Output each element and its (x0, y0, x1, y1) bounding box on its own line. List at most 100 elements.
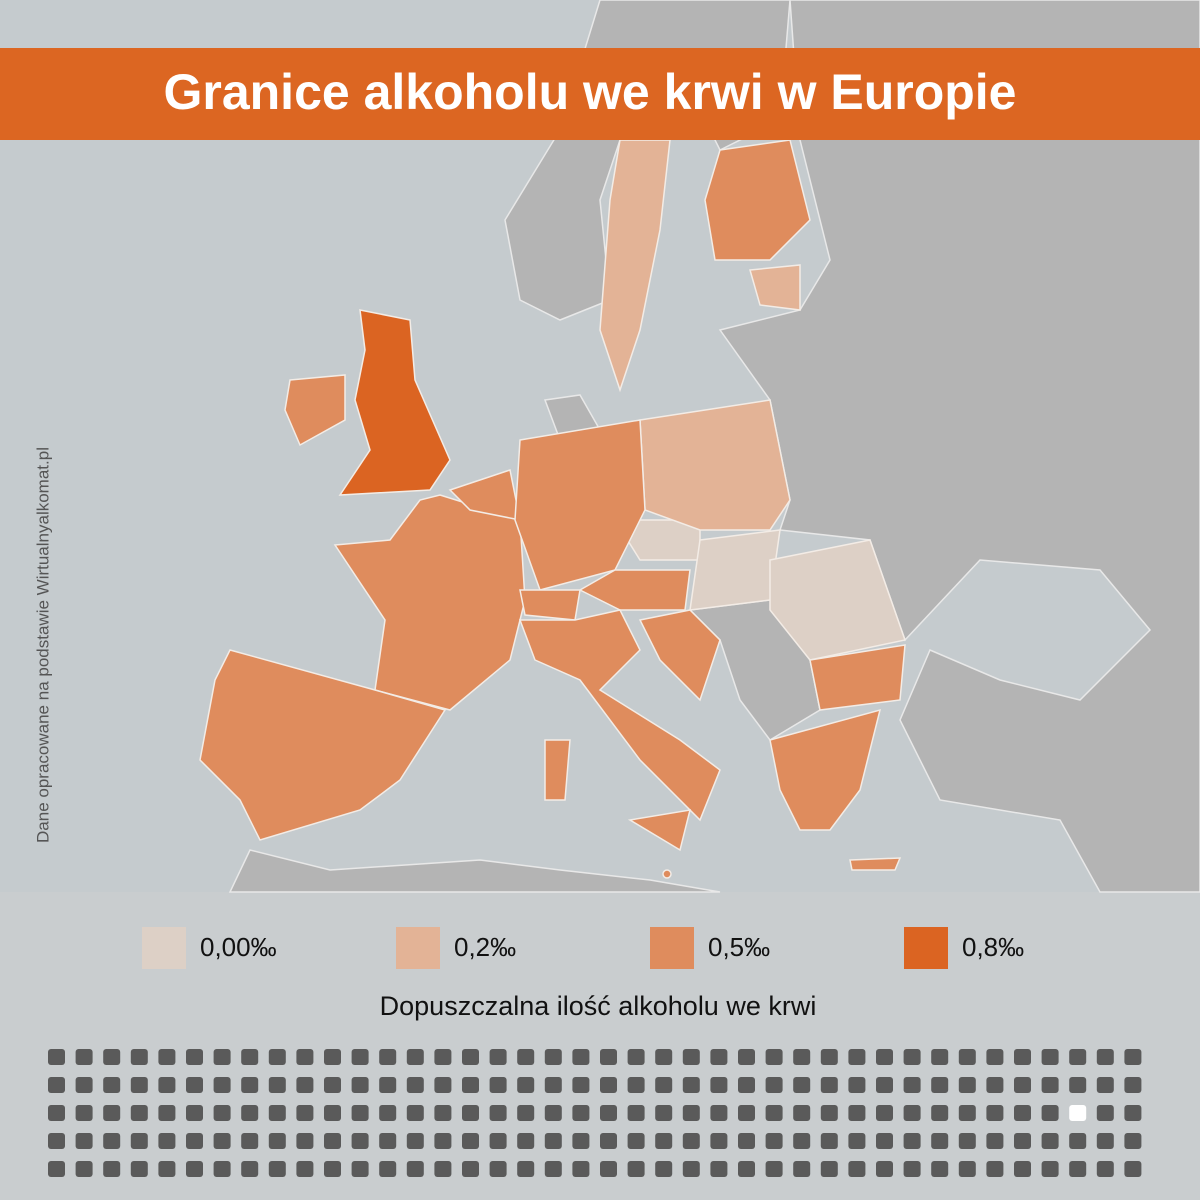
dot (1014, 1049, 1031, 1065)
dot (517, 1161, 535, 1177)
dot (1124, 1077, 1142, 1093)
dot (848, 1077, 866, 1093)
dot (324, 1077, 341, 1093)
dot (130, 1105, 148, 1121)
legend-label: 0,5‰ (708, 932, 770, 962)
dot (1124, 1133, 1142, 1149)
dot (600, 1105, 617, 1121)
dot (931, 1161, 949, 1177)
dot (765, 1049, 783, 1065)
source-note: Dane opracowane na podstawie Wirtualnyal… (33, 447, 52, 843)
country (638, 609, 721, 702)
dot (655, 1077, 673, 1093)
dot (48, 1105, 65, 1121)
dot (738, 1077, 755, 1093)
dot (241, 1077, 259, 1093)
dot (213, 1105, 231, 1121)
dot (820, 1049, 838, 1065)
dot (296, 1133, 314, 1149)
dot (213, 1161, 231, 1177)
country (578, 569, 691, 611)
dot (130, 1133, 148, 1149)
dot-pattern (48, 1049, 1142, 1177)
dot (324, 1161, 341, 1177)
dot (213, 1133, 231, 1149)
dot (406, 1161, 424, 1177)
dot (876, 1105, 893, 1121)
dot (572, 1133, 590, 1149)
dot (406, 1133, 424, 1149)
dot (572, 1161, 590, 1177)
dot (186, 1105, 203, 1121)
dot (710, 1049, 728, 1065)
dot (710, 1161, 728, 1177)
dot (158, 1133, 176, 1149)
dot (793, 1161, 811, 1177)
dot (572, 1105, 590, 1121)
country (338, 309, 451, 496)
dot (268, 1133, 286, 1149)
dot (1124, 1105, 1142, 1121)
dot (268, 1077, 286, 1093)
dot (655, 1133, 673, 1149)
dot (379, 1077, 397, 1093)
country (849, 857, 902, 871)
dot (738, 1049, 755, 1065)
dot (1014, 1133, 1031, 1149)
dot (1124, 1049, 1142, 1065)
dot (186, 1161, 203, 1177)
eastern-europe (718, 0, 1200, 893)
dot (406, 1077, 424, 1093)
dot (351, 1077, 369, 1093)
dot (489, 1133, 507, 1149)
dot (572, 1077, 590, 1093)
country (519, 589, 581, 621)
dot (986, 1105, 1004, 1121)
dot (765, 1105, 783, 1121)
dot (931, 1105, 949, 1121)
dot (1096, 1161, 1114, 1177)
title: Granice alkoholu we krwi w Europie (163, 64, 1016, 120)
dot-highlight (1069, 1105, 1087, 1121)
dot (682, 1161, 700, 1177)
dot (876, 1161, 893, 1177)
dot (103, 1077, 121, 1093)
dot (710, 1133, 728, 1149)
legend-swatch (904, 927, 948, 969)
dot (103, 1133, 121, 1149)
dot (931, 1049, 949, 1065)
dot (434, 1133, 452, 1149)
dot (903, 1049, 921, 1065)
dot (351, 1105, 369, 1121)
dot (1041, 1161, 1059, 1177)
map (199, 0, 1200, 893)
dot (241, 1133, 259, 1149)
dot (296, 1105, 314, 1121)
dot (544, 1105, 562, 1121)
dot (268, 1049, 286, 1065)
dot (958, 1133, 976, 1149)
dot (738, 1161, 755, 1177)
dot (48, 1077, 65, 1093)
legend-label: 0,2‰ (454, 932, 516, 962)
dot (462, 1161, 479, 1177)
dot (517, 1105, 535, 1121)
dot (296, 1077, 314, 1093)
legend-swatch (142, 927, 186, 969)
dot (103, 1105, 121, 1121)
dot (682, 1133, 700, 1149)
country (199, 649, 447, 841)
dot (765, 1133, 783, 1149)
dot (655, 1105, 673, 1121)
dot (793, 1077, 811, 1093)
dot (434, 1105, 452, 1121)
dot (1014, 1077, 1031, 1093)
dot (958, 1105, 976, 1121)
dot (682, 1105, 700, 1121)
dot (462, 1049, 479, 1065)
dot (406, 1049, 424, 1065)
dot (544, 1161, 562, 1177)
legend-swatch (650, 927, 694, 969)
dot (627, 1049, 645, 1065)
